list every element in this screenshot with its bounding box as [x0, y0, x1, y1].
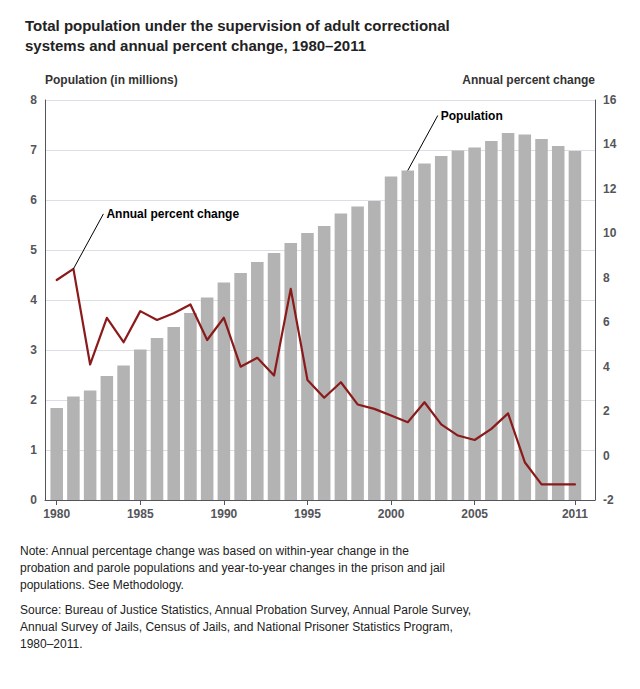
svg-text:4: 4	[30, 293, 37, 307]
svg-text:Population: Population	[441, 109, 503, 123]
svg-text:1980: 1980	[43, 507, 70, 521]
svg-text:1: 1	[30, 443, 37, 457]
svg-text:2: 2	[603, 404, 610, 418]
svg-text:Note: Annual percentage change: Note: Annual percentage change was based…	[20, 544, 409, 558]
svg-text:3: 3	[30, 343, 37, 357]
svg-text:Population (in millions): Population (in millions)	[45, 73, 178, 87]
svg-text:Annual percent change: Annual percent change	[106, 207, 239, 221]
svg-text:8: 8	[603, 271, 610, 285]
svg-text:1980–2011.: 1980–2011.	[20, 637, 83, 651]
svg-text:5: 5	[30, 243, 37, 257]
svg-text:0: 0	[603, 449, 610, 463]
svg-text:Annual Survey of Jails, Census: Annual Survey of Jails, Census of Jails,…	[20, 620, 453, 634]
svg-text:-2: -2	[603, 493, 614, 507]
svg-text:Source: Bureau of Justice Stat: Source: Bureau of Justice Statistics, An…	[20, 603, 471, 617]
svg-text:7: 7	[30, 143, 37, 157]
svg-text:1995: 1995	[294, 507, 321, 521]
svg-text:16: 16	[603, 93, 617, 107]
svg-text:2000: 2000	[378, 507, 405, 521]
svg-text:2011: 2011	[562, 507, 588, 521]
svg-text:8: 8	[30, 93, 37, 107]
svg-text:12: 12	[603, 182, 617, 196]
svg-text:14: 14	[603, 137, 617, 151]
svg-text:2005: 2005	[461, 507, 488, 521]
svg-text:probation and parole populatio: probation and parole populations and yea…	[20, 561, 445, 575]
svg-text:populations. See Methodology.: populations. See Methodology.	[20, 578, 184, 592]
svg-text:1990: 1990	[211, 507, 238, 521]
svg-text:10: 10	[603, 226, 617, 240]
svg-text:2: 2	[30, 393, 37, 407]
svg-text:0: 0	[30, 493, 37, 507]
svg-text:4: 4	[603, 360, 610, 374]
svg-text:6: 6	[603, 315, 610, 329]
svg-text:6: 6	[30, 193, 37, 207]
svg-text:Annual percent change: Annual percent change	[462, 73, 595, 87]
svg-text:1985: 1985	[127, 507, 154, 521]
svg-text:systems and annual percent cha: systems and annual percent change, 1980–…	[25, 37, 366, 54]
svg-text:Total population under the sup: Total population under the supervision o…	[25, 17, 450, 34]
